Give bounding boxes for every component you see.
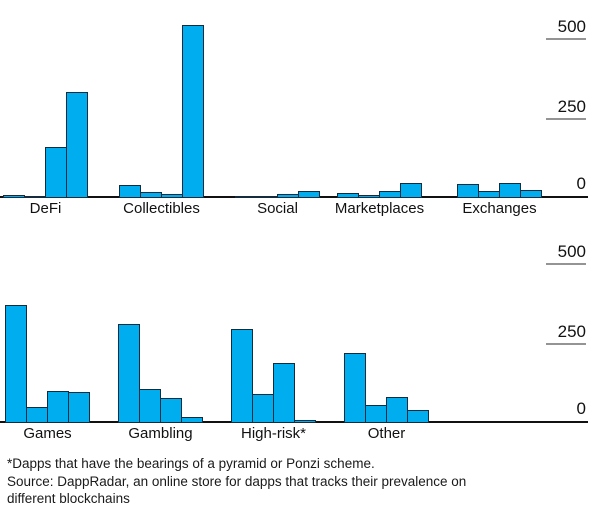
category-label-marketplaces: Marketplaces (334, 200, 425, 217)
bar-games-1 (5, 304, 27, 423)
category-label-games: Games (23, 425, 72, 442)
bar-gambling-2 (139, 389, 161, 423)
bar-high-risk-3 (273, 363, 295, 423)
y-tick-line-250 (546, 118, 586, 120)
bar-high-risk-1 (231, 328, 253, 423)
y-tick-line-500 (546, 38, 586, 40)
y-tick-label-500: 500 (557, 242, 586, 261)
top-chart-panel: 0 250 500 DeFi Collectibles Social Marketplac… (0, 0, 600, 222)
y-tick-label-250: 250 (557, 97, 586, 116)
category-label-social: Social (257, 200, 298, 217)
category-label-other: Other (367, 425, 406, 442)
category-label-defi: DeFi (29, 200, 62, 217)
y-tick-line-500 (546, 263, 586, 265)
bar-defi-4 (66, 92, 88, 198)
asterisk-footnote-line: *Dapps that have the bearings of a pyram… (7, 456, 375, 471)
bar-games-4 (68, 391, 90, 423)
source-line: Source: DappRadar, an online store for d… (7, 473, 467, 489)
bottom-category-labels: Games Gambling High-risk* Other (0, 423, 600, 447)
bar-marketplaces-4 (400, 182, 422, 198)
bar-games-2 (26, 407, 48, 423)
bar-exchanges-4 (520, 190, 542, 198)
category-label-high-risk: High-risk* (240, 425, 306, 442)
bar-other-4 (407, 409, 429, 423)
y-tick-label-0: 0 (576, 399, 586, 418)
y-tick-label-250: 250 (557, 322, 586, 341)
bar-exchanges-3 (499, 182, 521, 198)
top-plot-area: 0 250 500 (0, 0, 600, 198)
bar-collectibles-1 (119, 185, 141, 198)
category-label-collectibles: Collectibles (123, 200, 200, 217)
bar-defi-3 (45, 146, 67, 198)
bar-social-4 (298, 190, 320, 198)
bottom-plot-area: 0 250 500 (0, 225, 600, 423)
bar-exchanges-2 (478, 190, 500, 198)
bar-collectibles-4 (182, 25, 204, 198)
bar-games-3 (47, 391, 69, 423)
bar-other-2 (365, 405, 387, 423)
bar-other-3 (386, 396, 408, 423)
bar-gambling-4 (181, 416, 203, 423)
source-line-continued: different blockchains (7, 491, 130, 506)
bar-other-1 (344, 352, 366, 423)
bar-exchanges-1 (457, 183, 479, 198)
y-tick-label-500: 500 (557, 17, 586, 36)
y-tick-line-250 (546, 343, 586, 345)
bar-gambling-3 (160, 398, 182, 423)
bar-marketplaces-3 (379, 190, 401, 198)
category-label-exchanges: Exchanges (462, 200, 537, 217)
bottom-chart-panel: 0 250 500 Games Gambling High-risk* Other (0, 225, 600, 447)
top-category-labels: DeFi Collectibles Social Marketplaces Exchan… (0, 198, 600, 222)
bar-gambling-1 (118, 323, 140, 423)
footnotes: *Dapps that have the bearings of a pyram… (7, 455, 567, 508)
bar-high-risk-4 (294, 420, 316, 423)
y-tick-label-0: 0 (576, 174, 586, 193)
bar-high-risk-2 (252, 393, 274, 423)
category-label-gambling: Gambling (128, 425, 193, 442)
